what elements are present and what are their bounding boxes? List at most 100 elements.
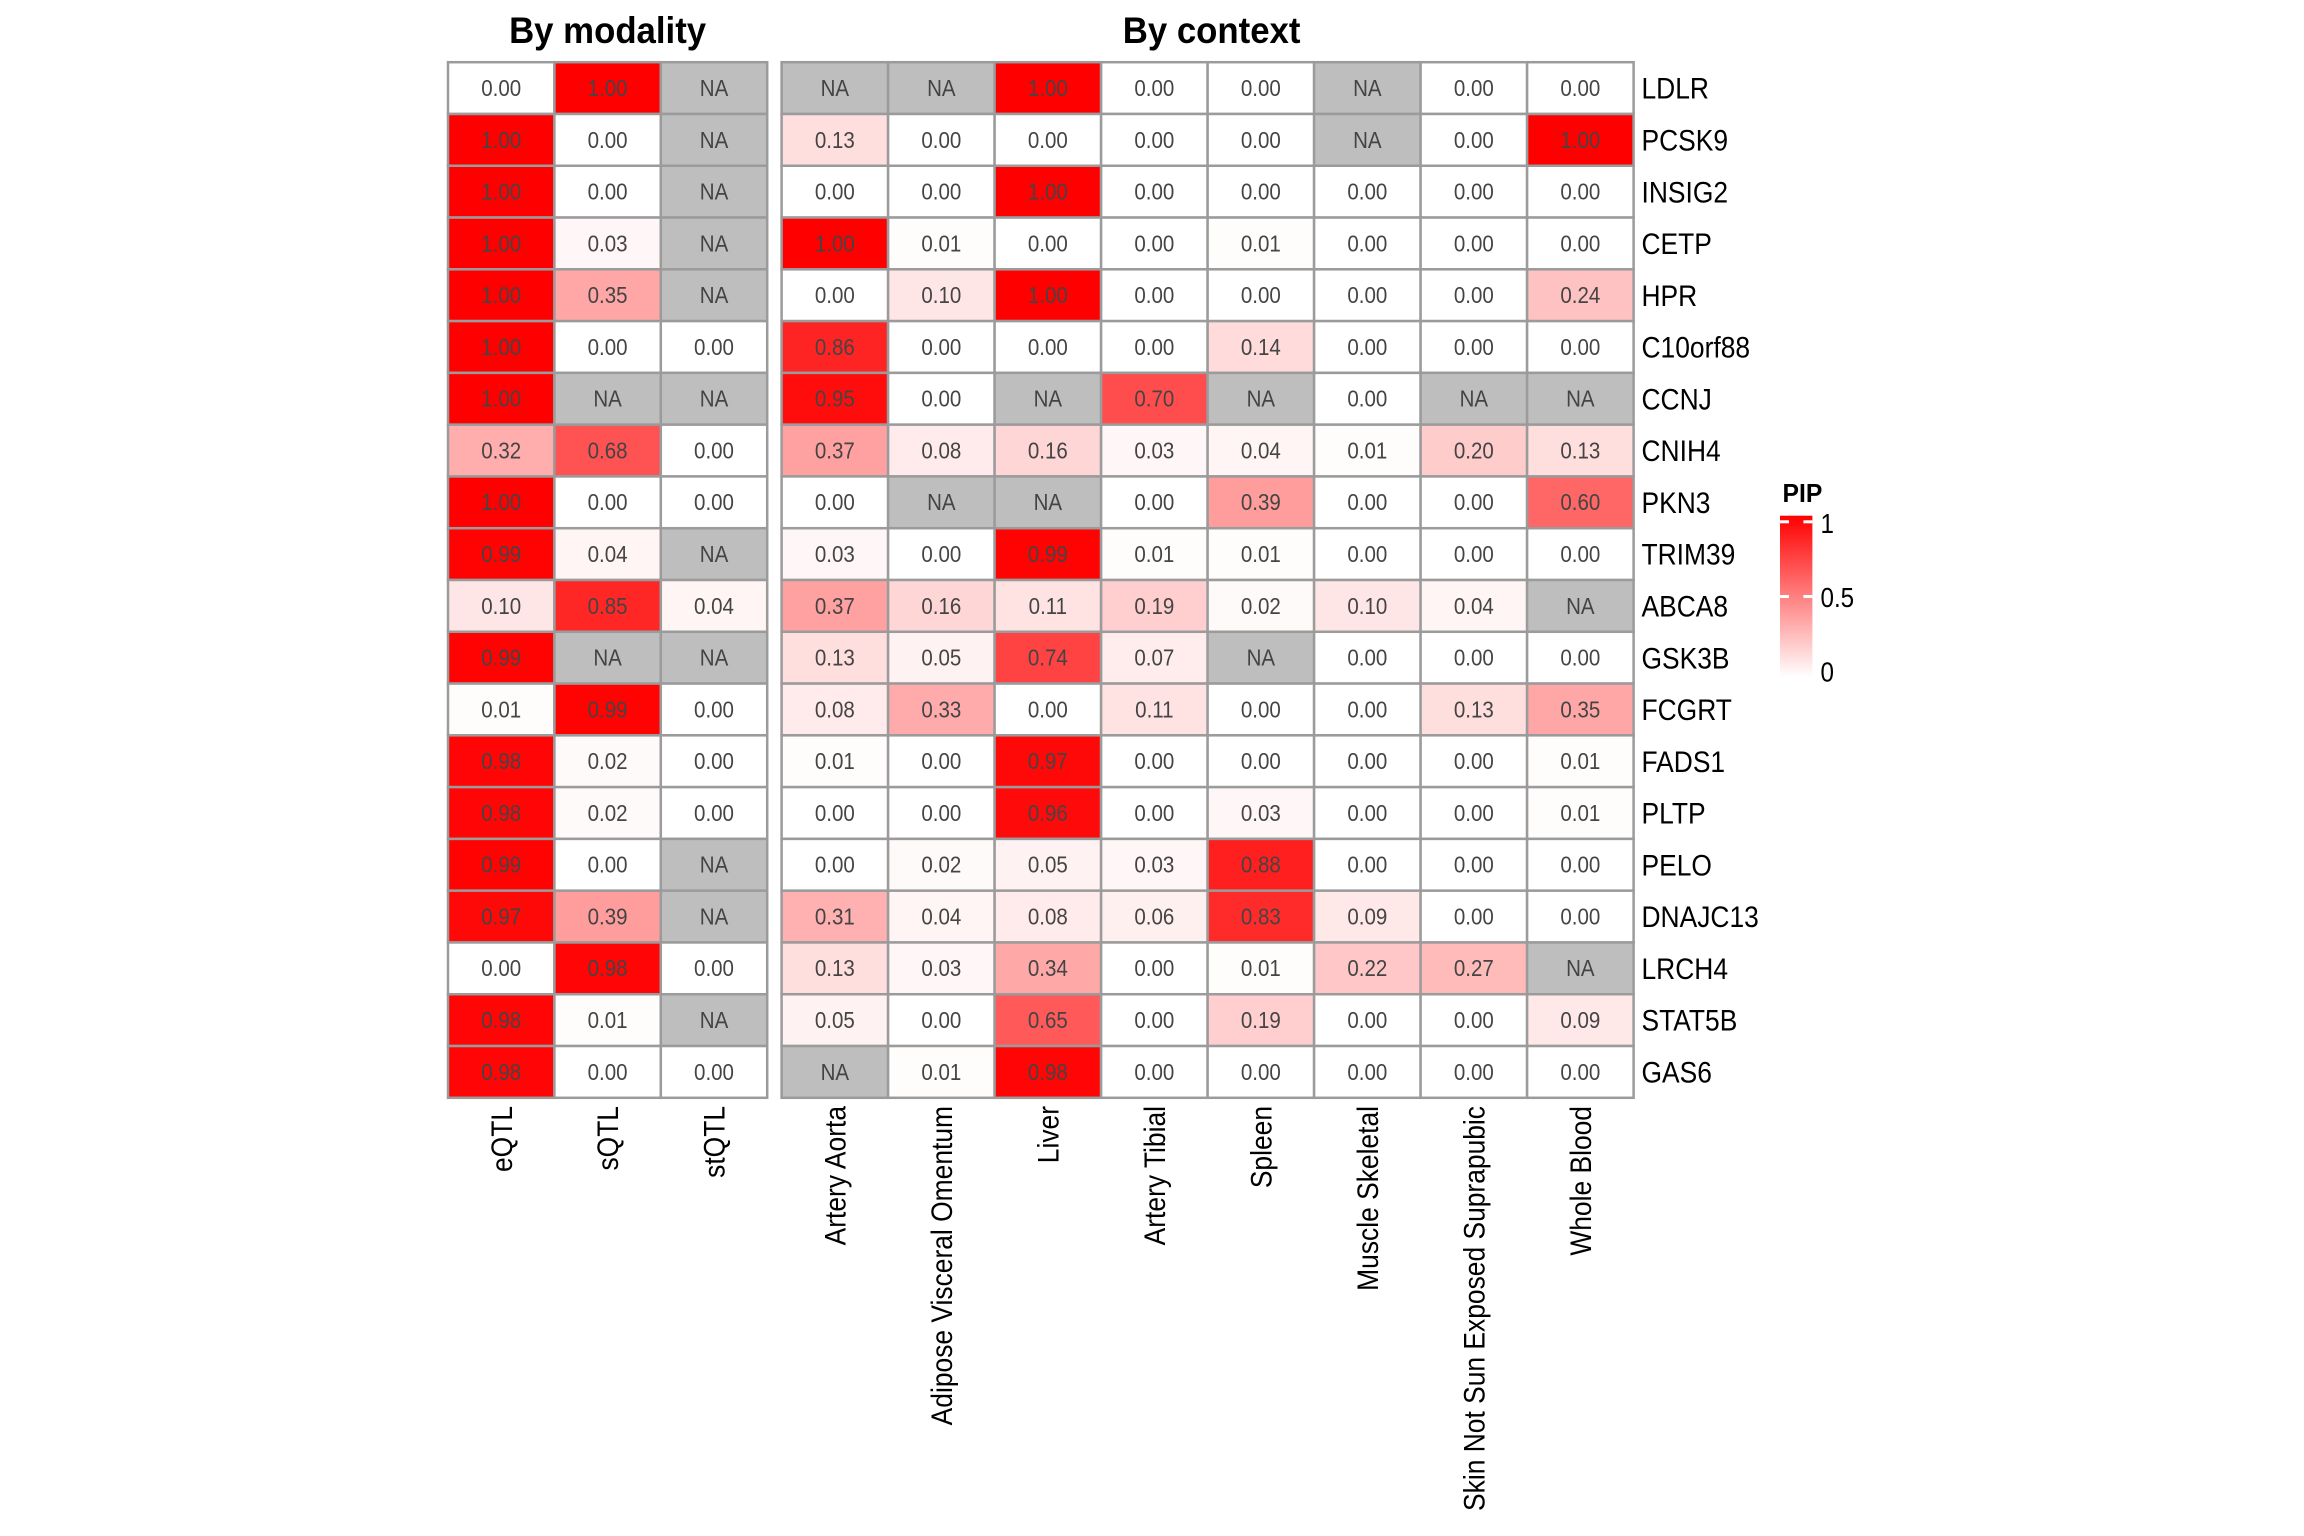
svg-text:0.00: 0.00: [1134, 230, 1174, 256]
svg-text:0.00: 0.00: [815, 282, 855, 308]
svg-text:0.00: 0.00: [921, 127, 961, 153]
svg-text:0.13: 0.13: [815, 645, 855, 671]
svg-text:0.00: 0.00: [1454, 748, 1494, 774]
svg-text:PELO: PELO: [1642, 848, 1712, 882]
svg-text:0.00: 0.00: [921, 1007, 961, 1033]
svg-text:NA: NA: [700, 230, 729, 256]
svg-text:Liver: Liver: [1031, 1106, 1065, 1163]
svg-text:Whole Blood: Whole Blood: [1563, 1106, 1597, 1256]
svg-text:0.01: 0.01: [1241, 955, 1281, 981]
svg-text:0.00: 0.00: [481, 955, 521, 981]
svg-text:CETP: CETP: [1642, 226, 1712, 260]
svg-text:0.86: 0.86: [815, 334, 855, 360]
svg-text:0.00: 0.00: [1560, 645, 1600, 671]
svg-text:0.00: 0.00: [1347, 179, 1387, 205]
svg-text:0.00: 0.00: [1028, 127, 1068, 153]
svg-text:0.00: 0.00: [921, 541, 961, 567]
svg-text:0.01: 0.01: [1560, 800, 1600, 826]
svg-text:STAT5B: STAT5B: [1642, 1003, 1738, 1037]
svg-text:0.00: 0.00: [1028, 696, 1068, 722]
svg-text:Artery Aorta: Artery Aorta: [818, 1106, 852, 1246]
svg-text:0.00: 0.00: [1241, 748, 1281, 774]
svg-text:0.00: 0.00: [1347, 489, 1387, 515]
svg-text:FADS1: FADS1: [1642, 744, 1726, 778]
svg-text:0.00: 0.00: [1241, 282, 1281, 308]
svg-text:0.00: 0.00: [815, 489, 855, 515]
svg-text:NA: NA: [700, 179, 729, 205]
svg-text:0.00: 0.00: [1028, 230, 1068, 256]
svg-text:0.03: 0.03: [1134, 437, 1174, 463]
svg-text:0.00: 0.00: [1028, 334, 1068, 360]
svg-text:0.00: 0.00: [1134, 334, 1174, 360]
svg-text:0.00: 0.00: [1347, 1007, 1387, 1033]
svg-text:0.00: 0.00: [1134, 179, 1174, 205]
svg-text:NA: NA: [1566, 386, 1595, 412]
svg-text:0.08: 0.08: [921, 437, 961, 463]
svg-text:0.39: 0.39: [1241, 489, 1281, 515]
svg-text:1.00: 1.00: [481, 230, 521, 256]
svg-text:0.00: 0.00: [1134, 489, 1174, 515]
svg-text:NA: NA: [700, 282, 729, 308]
svg-text:0.00: 0.00: [1454, 1059, 1494, 1085]
svg-text:0.03: 0.03: [588, 230, 628, 256]
svg-text:0.00: 0.00: [588, 1059, 628, 1085]
svg-text:0.98: 0.98: [481, 1059, 521, 1085]
svg-text:HPR: HPR: [1642, 278, 1698, 312]
svg-text:INSIG2: INSIG2: [1642, 175, 1729, 209]
svg-text:0.00: 0.00: [1347, 334, 1387, 360]
svg-text:0.09: 0.09: [1560, 1007, 1600, 1033]
svg-text:0.83: 0.83: [1241, 903, 1281, 929]
svg-text:0.04: 0.04: [1454, 593, 1494, 619]
svg-text:0.00: 0.00: [1347, 748, 1387, 774]
svg-text:0.00: 0.00: [1454, 334, 1494, 360]
svg-text:NA: NA: [1034, 489, 1063, 515]
svg-text:0.00: 0.00: [1454, 903, 1494, 929]
svg-text:0.00: 0.00: [1560, 179, 1600, 205]
svg-text:0.03: 0.03: [815, 541, 855, 567]
svg-text:0.00: 0.00: [1134, 127, 1174, 153]
svg-text:0.02: 0.02: [1241, 593, 1281, 619]
svg-text:0.00: 0.00: [1560, 334, 1600, 360]
svg-text:NA: NA: [1566, 593, 1595, 619]
svg-text:0.00: 0.00: [1347, 1059, 1387, 1085]
svg-text:0.32: 0.32: [481, 437, 521, 463]
svg-text:0.03: 0.03: [1134, 852, 1174, 878]
svg-text:0.01: 0.01: [481, 696, 521, 722]
svg-text:NA: NA: [821, 75, 850, 101]
svg-text:0.00: 0.00: [1560, 75, 1600, 101]
svg-text:0.00: 0.00: [1134, 282, 1174, 308]
svg-text:0.01: 0.01: [1560, 748, 1600, 774]
svg-text:NA: NA: [1566, 955, 1595, 981]
svg-text:NA: NA: [1353, 127, 1382, 153]
svg-text:0: 0: [1821, 658, 1834, 688]
svg-text:NA: NA: [593, 386, 622, 412]
svg-text:1.00: 1.00: [588, 75, 628, 101]
svg-text:0.99: 0.99: [588, 696, 628, 722]
svg-text:0.01: 0.01: [921, 230, 961, 256]
svg-text:0.99: 0.99: [481, 541, 521, 567]
svg-text:0.39: 0.39: [588, 903, 628, 929]
svg-text:0.01: 0.01: [588, 1007, 628, 1033]
svg-text:0.10: 0.10: [481, 593, 521, 619]
svg-text:0.00: 0.00: [694, 696, 734, 722]
svg-text:C10orf88: C10orf88: [1642, 330, 1751, 364]
svg-text:0.00: 0.00: [694, 489, 734, 515]
svg-text:0.00: 0.00: [1347, 800, 1387, 826]
svg-text:TRIM39: TRIM39: [1642, 537, 1736, 571]
svg-text:0.00: 0.00: [588, 334, 628, 360]
svg-text:0.11: 0.11: [1029, 593, 1067, 619]
svg-text:0.37: 0.37: [815, 437, 855, 463]
svg-text:0.11: 0.11: [1135, 696, 1173, 722]
svg-text:By modality: By modality: [509, 10, 706, 51]
svg-text:LDLR: LDLR: [1642, 71, 1709, 105]
svg-text:0.99: 0.99: [1028, 541, 1068, 567]
svg-text:0.00: 0.00: [815, 852, 855, 878]
svg-text:0.00: 0.00: [1134, 955, 1174, 981]
svg-text:Muscle Skeletal: Muscle Skeletal: [1350, 1106, 1384, 1291]
svg-text:0.00: 0.00: [921, 800, 961, 826]
svg-text:NA: NA: [927, 489, 956, 515]
svg-text:0.00: 0.00: [694, 800, 734, 826]
svg-text:0.00: 0.00: [1560, 852, 1600, 878]
svg-text:0.00: 0.00: [694, 748, 734, 774]
svg-text:0.31: 0.31: [815, 903, 855, 929]
